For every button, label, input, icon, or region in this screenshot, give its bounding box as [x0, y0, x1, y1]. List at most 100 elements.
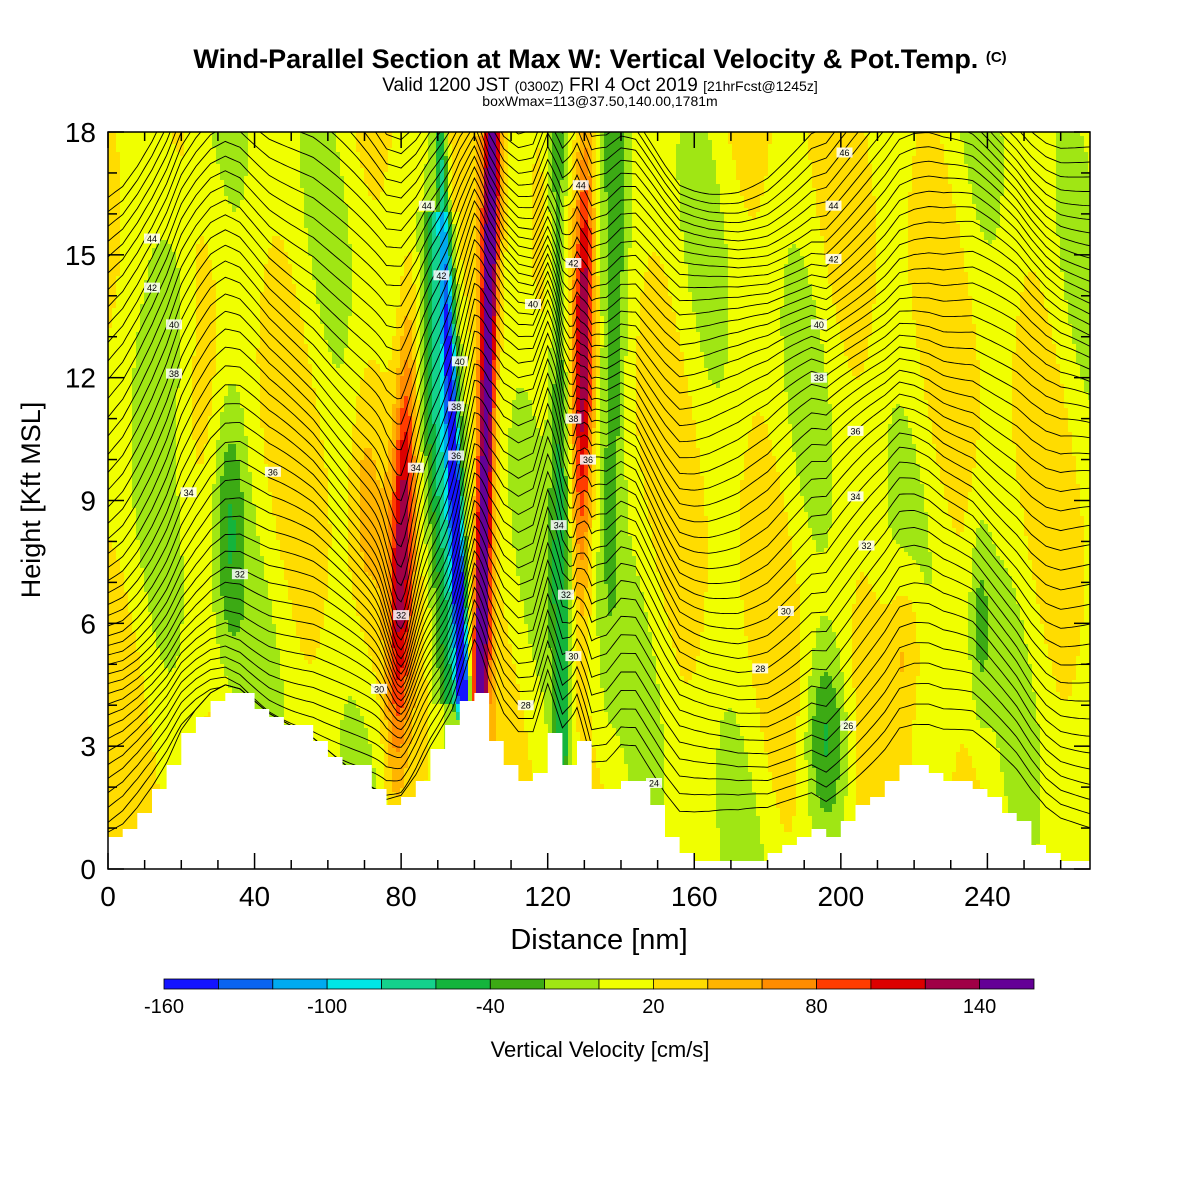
velocity-cell [132, 312, 137, 317]
velocity-cell [140, 372, 145, 377]
velocity-cell [124, 144, 129, 149]
velocity-cell [112, 676, 117, 681]
velocity-cell [112, 592, 117, 597]
velocity-cell [116, 672, 121, 677]
velocity-cell [112, 820, 117, 825]
velocity-cell [132, 544, 137, 549]
velocity-cell [116, 192, 121, 197]
velocity-cell [112, 808, 117, 813]
velocity-cell [116, 408, 121, 413]
velocity-cell [116, 372, 121, 377]
velocity-cell [124, 812, 129, 817]
velocity-cell [112, 752, 117, 757]
velocity-cell [112, 692, 117, 697]
velocity-cell [116, 396, 121, 401]
velocity-cell [144, 360, 149, 365]
velocity-cell [136, 468, 141, 473]
velocity-cell [120, 180, 125, 185]
velocity-cell [120, 816, 125, 821]
velocity-cell [128, 696, 133, 701]
velocity-cell [120, 424, 125, 429]
velocity-cell [128, 500, 133, 505]
velocity-cell [120, 448, 125, 453]
velocity-cell [136, 136, 141, 141]
velocity-cell [112, 152, 117, 157]
velocity-cell [132, 424, 137, 429]
velocity-cell [132, 588, 137, 593]
velocity-cell [140, 716, 145, 721]
velocity-cell [116, 300, 121, 305]
velocity-cell [132, 440, 137, 445]
velocity-cell [144, 420, 149, 425]
velocity-cell [136, 508, 141, 513]
velocity-cell [120, 652, 125, 657]
velocity-cell [124, 148, 129, 153]
velocity-cell [116, 320, 121, 325]
velocity-cell [112, 196, 117, 201]
velocity-cell [140, 300, 145, 305]
velocity-cell [132, 760, 137, 765]
velocity-cell [144, 344, 149, 349]
velocity-cell [112, 556, 117, 561]
velocity-cell [140, 484, 145, 489]
velocity-cell [120, 136, 125, 141]
velocity-cell [144, 260, 149, 265]
velocity-cell [132, 756, 137, 761]
velocity-cell [128, 780, 133, 785]
velocity-cell [136, 156, 141, 161]
velocity-cell [120, 332, 125, 337]
velocity-cell [136, 308, 141, 313]
velocity-cell [116, 636, 121, 641]
velocity-cell [140, 176, 145, 181]
velocity-cell [124, 492, 129, 497]
velocity-cell [124, 436, 129, 441]
velocity-cell [120, 156, 125, 161]
velocity-cell [132, 152, 137, 157]
velocity-cell [112, 180, 117, 185]
velocity-cell [132, 156, 137, 161]
velocity-cell [120, 144, 125, 149]
velocity-cell [120, 392, 125, 397]
velocity-cell [124, 720, 129, 725]
velocity-cell [116, 388, 121, 393]
velocity-cell [124, 292, 129, 297]
velocity-cell [136, 456, 141, 461]
velocity-cell [144, 244, 149, 249]
velocity-cell [124, 140, 129, 145]
velocity-cell [144, 492, 149, 497]
velocity-cell [116, 612, 121, 617]
velocity-cell [112, 244, 117, 249]
velocity-cell [128, 804, 133, 809]
velocity-cell [120, 208, 125, 213]
velocity-cell [136, 744, 141, 749]
velocity-cell [112, 288, 117, 293]
velocity-cell [124, 540, 129, 545]
velocity-cell [120, 600, 125, 605]
velocity-cell [116, 592, 121, 597]
velocity-cell [112, 228, 117, 233]
velocity-cell [120, 168, 125, 173]
velocity-cell [128, 412, 133, 417]
velocity-cell [140, 316, 145, 321]
velocity-cell [128, 676, 133, 681]
velocity-cell [120, 204, 125, 209]
velocity-cell [144, 556, 149, 561]
velocity-cell [112, 328, 117, 333]
velocity-cell [144, 276, 149, 281]
velocity-cell [116, 516, 121, 521]
velocity-cell [120, 444, 125, 449]
velocity-cell [132, 496, 137, 501]
velocity-cell [136, 780, 141, 785]
velocity-cell [116, 412, 121, 417]
velocity-cell [124, 276, 129, 281]
velocity-cell [140, 764, 145, 769]
velocity-cell [136, 492, 141, 497]
velocity-cell [124, 512, 129, 517]
velocity-cell [112, 628, 117, 633]
velocity-cell [124, 608, 129, 613]
velocity-cell [136, 524, 141, 529]
velocity-cell [116, 752, 121, 757]
velocity-cell [116, 568, 121, 573]
velocity-cell [140, 204, 145, 209]
velocity-cell [136, 240, 141, 245]
